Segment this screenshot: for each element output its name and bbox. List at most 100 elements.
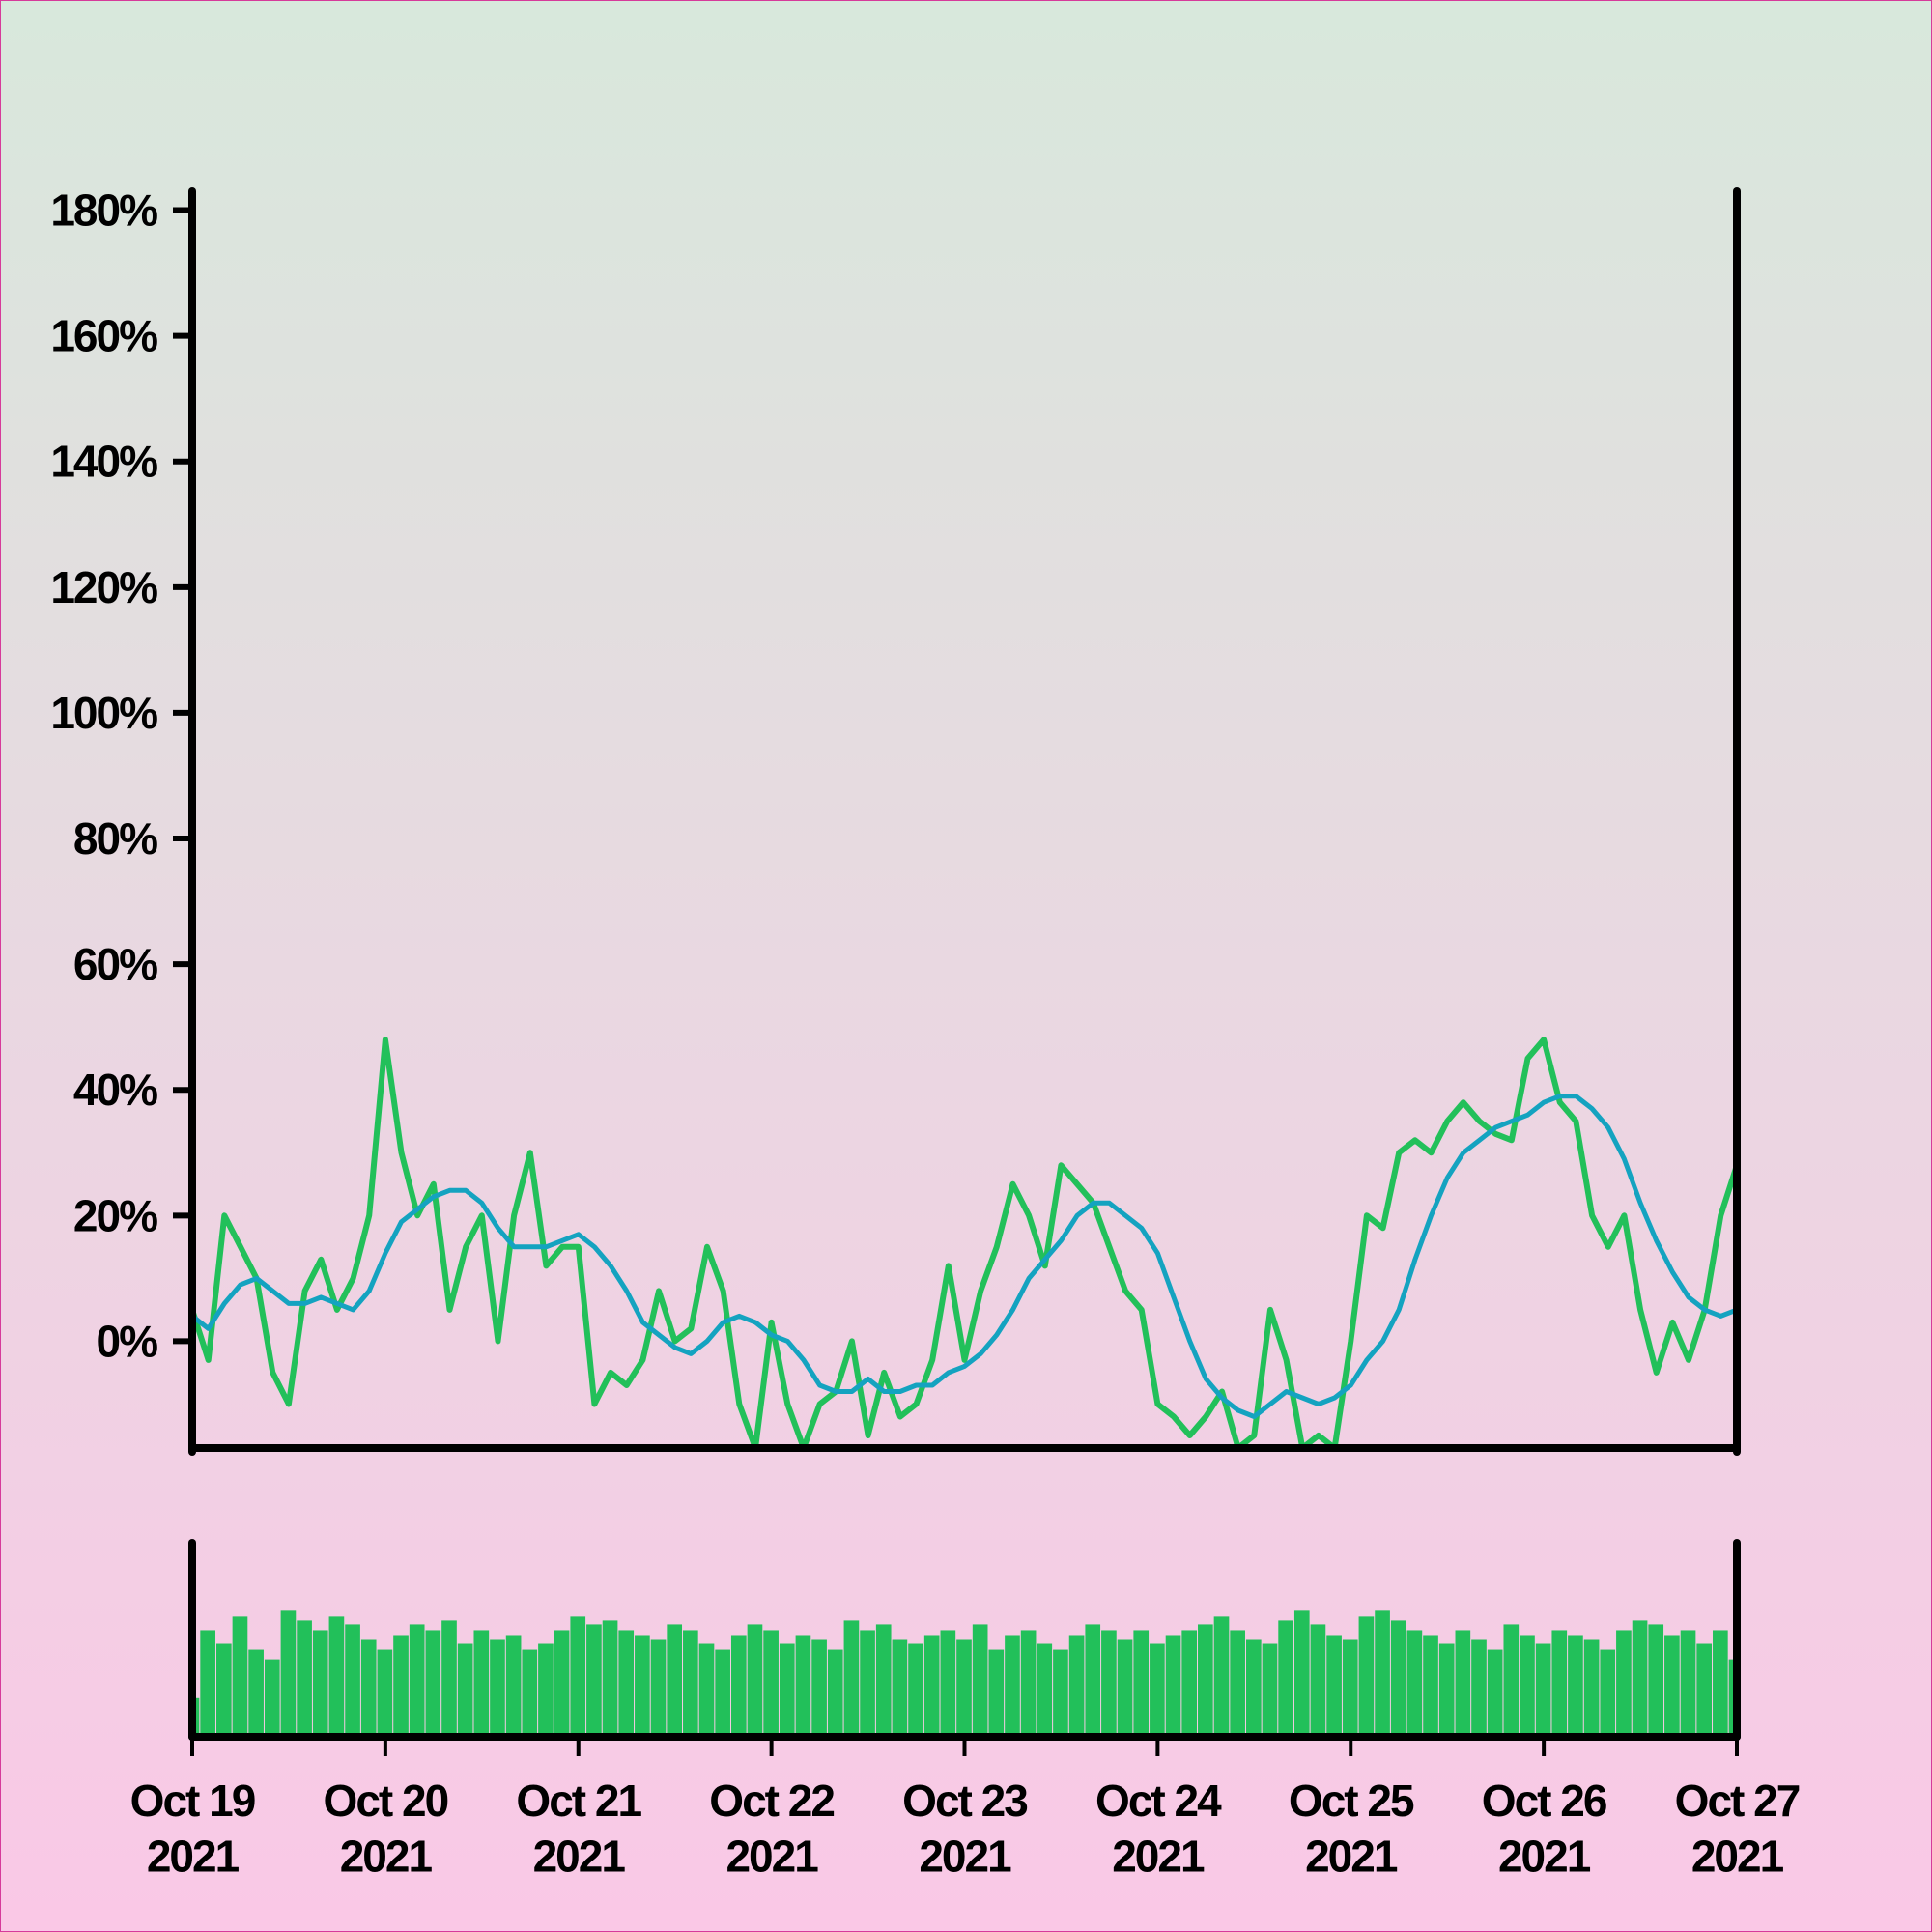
volume-bar — [1165, 1635, 1181, 1737]
y-tick-label: 120% — [50, 562, 157, 612]
x-tick-label: Oct 24 2021 — [1095, 1776, 1222, 1882]
volume-bar — [1390, 1620, 1406, 1737]
volume-bar — [667, 1624, 683, 1737]
volume-bar — [795, 1635, 811, 1737]
volume-bar — [297, 1620, 312, 1737]
volume-bar — [441, 1620, 457, 1737]
x-tick-label: Oct 22 2021 — [709, 1776, 834, 1882]
x-tick-label: Oct 25 2021 — [1289, 1776, 1414, 1882]
volume-bar — [1358, 1616, 1375, 1737]
volume-bar — [908, 1643, 923, 1737]
volume-bar — [635, 1635, 650, 1737]
volume-bar — [779, 1643, 795, 1737]
volume-bar — [1406, 1630, 1423, 1737]
volume-bar — [618, 1630, 635, 1737]
x-tick-label: Oct 27 2021 — [1675, 1776, 1800, 1882]
volume-bar — [1632, 1620, 1648, 1737]
volume-bar — [200, 1630, 215, 1737]
volume-bar — [1487, 1649, 1503, 1737]
volume-bar — [522, 1649, 538, 1737]
volume-bar — [312, 1630, 328, 1737]
volume-bar — [1503, 1624, 1520, 1737]
volume-bar — [1713, 1630, 1728, 1737]
volume-bar — [892, 1639, 908, 1737]
volume-bar — [215, 1643, 232, 1737]
volume-bar — [1020, 1630, 1037, 1737]
volume-bar — [554, 1630, 570, 1737]
volume-bar — [923, 1635, 940, 1737]
volume-bar — [425, 1630, 441, 1737]
volume-bar — [360, 1639, 377, 1737]
volume-bar — [650, 1639, 667, 1737]
volume-bar — [763, 1630, 779, 1737]
volume-bar — [1664, 1635, 1680, 1737]
y-tick-label: 40% — [73, 1065, 157, 1115]
volume-bar — [698, 1643, 715, 1737]
volume-bar — [940, 1630, 956, 1737]
volume-bar — [1455, 1630, 1471, 1737]
series-line — [192, 1037, 1738, 1448]
volume-bar — [1728, 1659, 1736, 1737]
x-tick-label: Oct 20 2021 — [324, 1776, 448, 1882]
volume-bar — [345, 1624, 360, 1737]
volume-bar — [1520, 1635, 1535, 1737]
volume-bar — [264, 1659, 280, 1737]
volume-bar — [988, 1649, 1005, 1737]
volume-bar — [1551, 1630, 1568, 1737]
volume-bar — [1053, 1649, 1068, 1737]
y-tick-label: 140% — [50, 437, 157, 487]
volume-bar — [1342, 1639, 1358, 1737]
x-tick-label: Oct 26 2021 — [1482, 1776, 1606, 1882]
volume-bar — [730, 1635, 747, 1737]
volume-bar — [811, 1639, 827, 1737]
y-tick-label: 80% — [73, 813, 157, 864]
volume-bar — [1005, 1635, 1020, 1737]
volume-bar — [827, 1649, 843, 1737]
volume-bar — [328, 1616, 345, 1737]
volume-bar — [1583, 1639, 1600, 1737]
volume-bar — [1438, 1643, 1455, 1737]
volume-bar — [409, 1624, 425, 1737]
volume-bar — [1375, 1610, 1390, 1737]
volume-bar — [1278, 1620, 1293, 1737]
y-tick-label: 60% — [73, 939, 157, 989]
volume-bar — [393, 1635, 409, 1737]
volume-bar — [1245, 1639, 1262, 1737]
volume-bar — [683, 1630, 698, 1737]
volume-bar — [843, 1620, 860, 1737]
y-tick-label: 180% — [50, 185, 157, 236]
volume-bar — [1648, 1624, 1664, 1737]
volume-bar — [1471, 1639, 1487, 1737]
volume-bar — [1068, 1635, 1085, 1737]
volume-bar — [1310, 1624, 1326, 1737]
volume-bar — [1101, 1630, 1117, 1737]
plot-area — [192, 1037, 1738, 1448]
volume-bar — [1230, 1630, 1245, 1737]
volume-bar — [1133, 1630, 1150, 1737]
volume-bar — [1616, 1630, 1632, 1737]
x-tick-label: Oct 21 2021 — [516, 1776, 641, 1882]
volume-bar — [1568, 1635, 1583, 1737]
volume-bar — [1117, 1639, 1133, 1737]
volume-bar — [1181, 1630, 1198, 1737]
volume-bar — [1535, 1643, 1551, 1737]
volume-bar — [570, 1616, 586, 1737]
x-tick-label: Oct 23 2021 — [902, 1776, 1027, 1882]
volume-bar — [972, 1624, 988, 1737]
volume-bar — [747, 1624, 763, 1737]
volume-bar — [586, 1624, 602, 1737]
y-tick-label: 20% — [73, 1190, 157, 1240]
x-tick-label: Oct 19 2021 — [130, 1776, 255, 1882]
volume-bar — [377, 1649, 393, 1737]
volume-bar — [875, 1624, 892, 1737]
volume-bar — [1037, 1643, 1053, 1737]
volume-bar — [457, 1643, 473, 1737]
series-line — [192, 1094, 1738, 1419]
y-tick-label: 0% — [97, 1316, 158, 1366]
volume-bar — [1150, 1643, 1165, 1737]
volume-bar — [860, 1630, 875, 1737]
volume-bar — [490, 1639, 505, 1737]
